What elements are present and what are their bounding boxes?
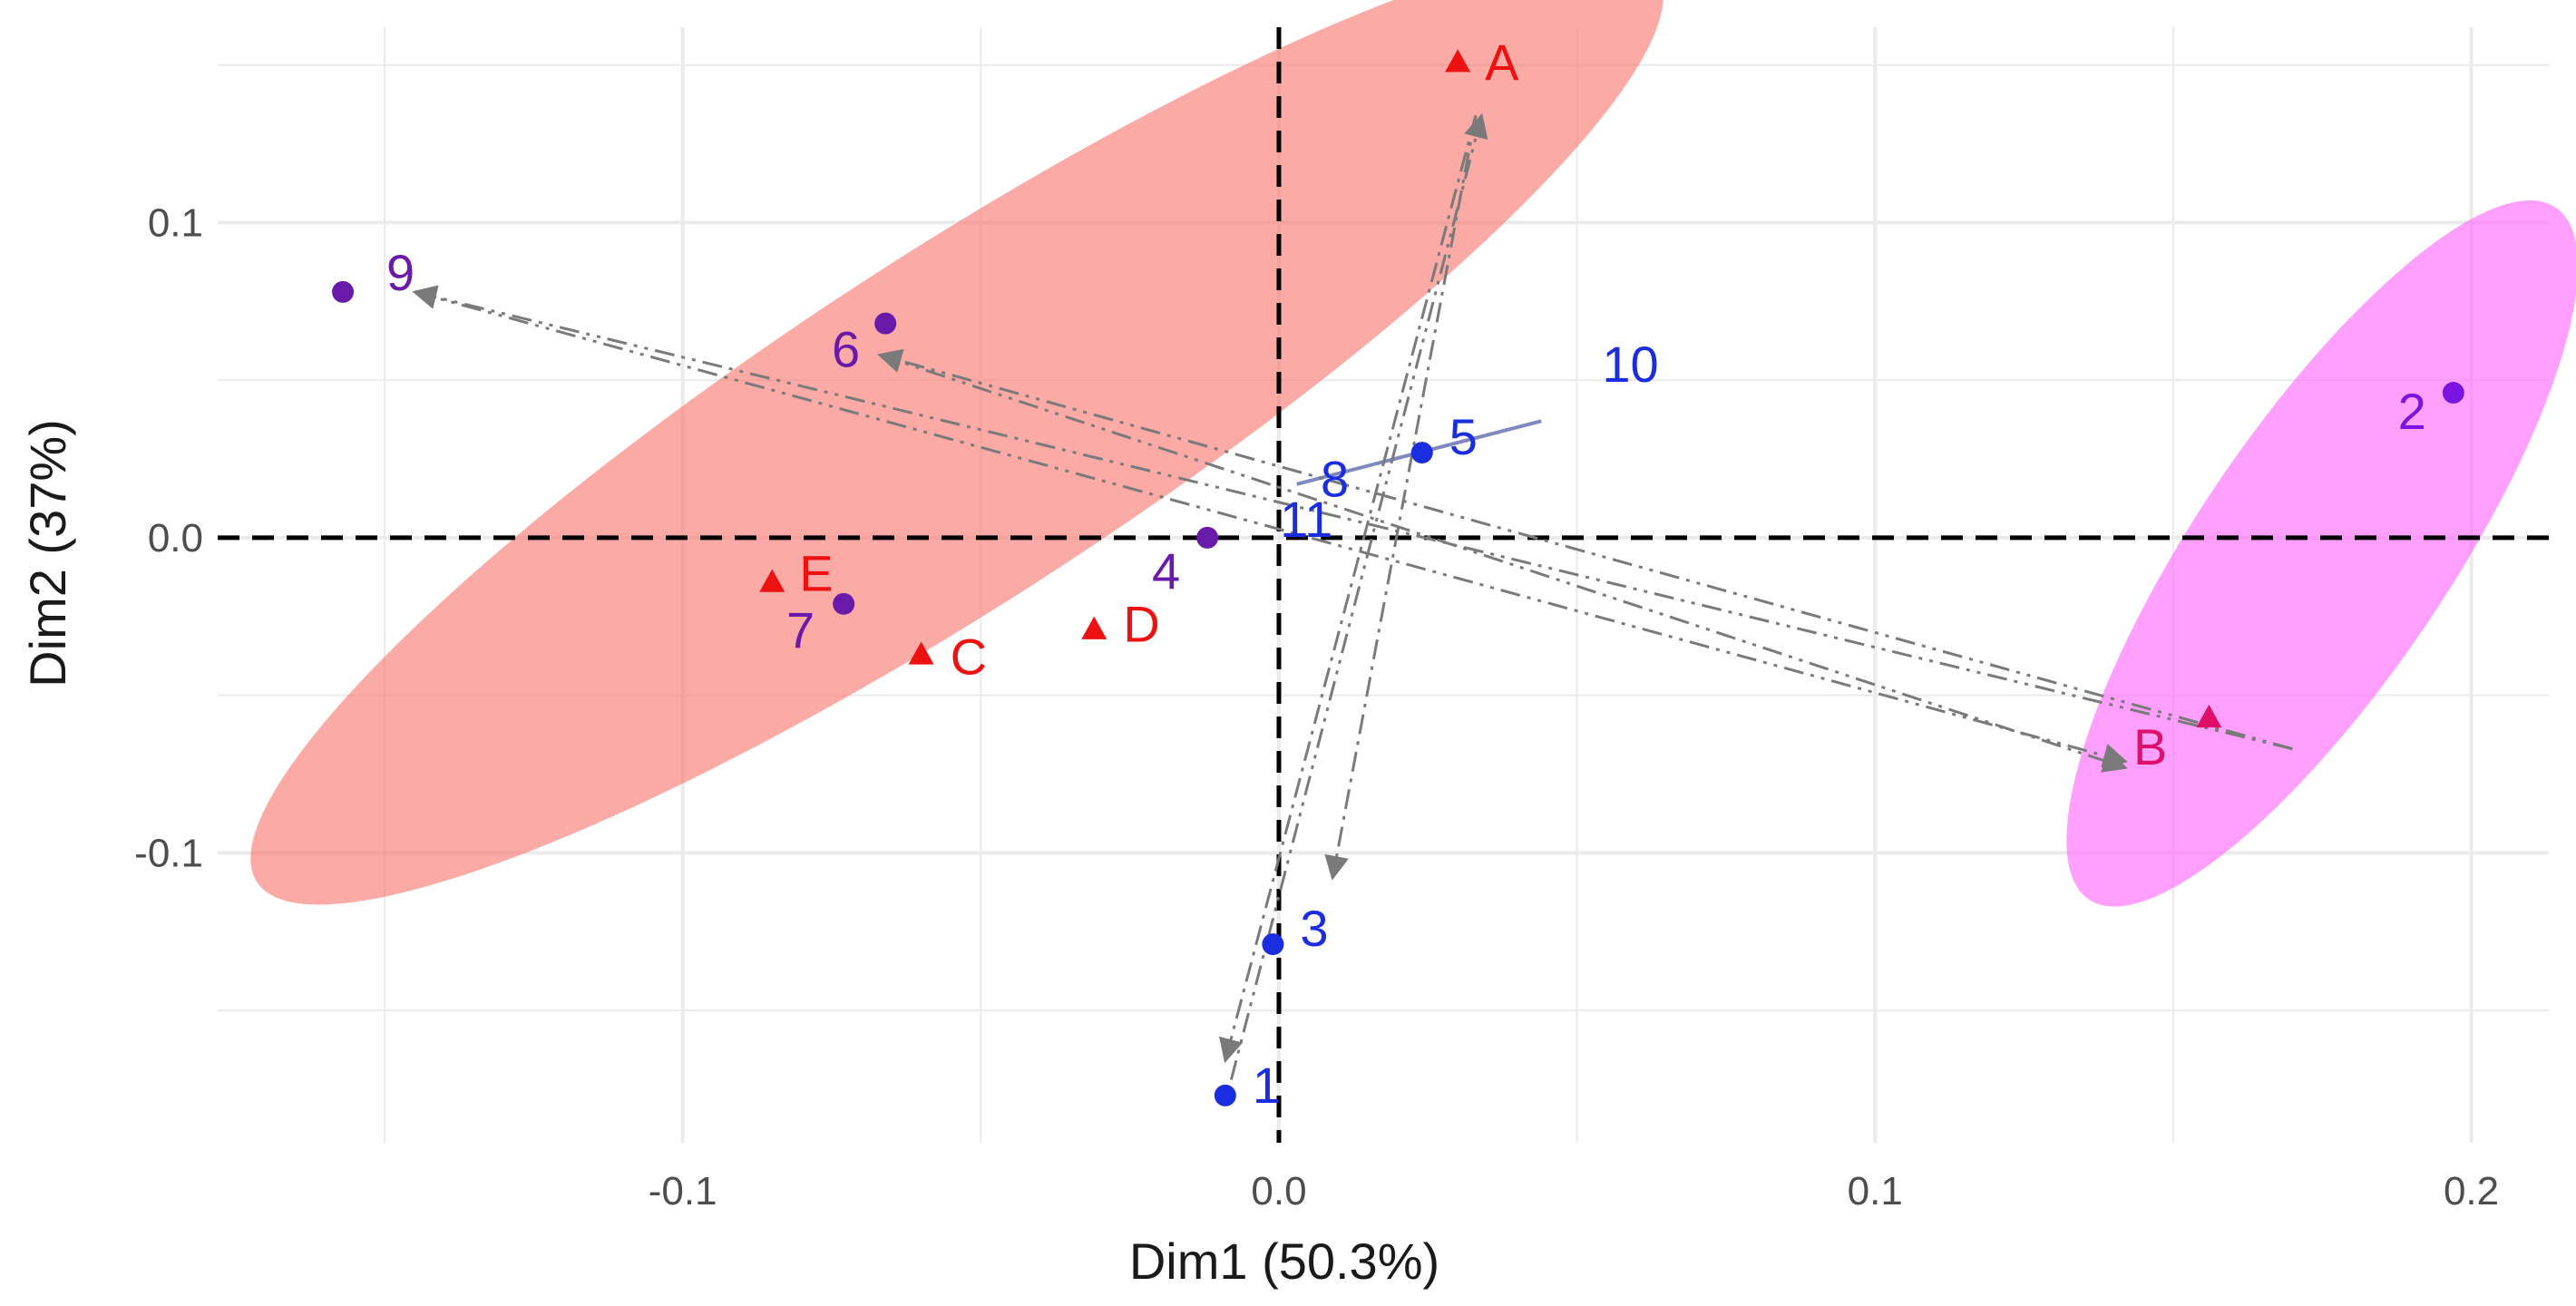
arrows xyxy=(412,112,2293,1080)
point-9 xyxy=(332,280,355,303)
arrow-to-B-1 xyxy=(414,290,2128,768)
triangle-B xyxy=(2196,704,2222,728)
label-11: 11 xyxy=(1280,491,1332,548)
triangle-E xyxy=(759,569,785,592)
x-tick-label: -0.1 xyxy=(649,1169,717,1213)
tick-labels: -0.1 0.0 0.1 0.2 -0.1 0.0 0.1 xyxy=(134,200,2499,1213)
label-6: 6 xyxy=(832,321,860,378)
arrow-to-9 xyxy=(412,285,2293,751)
label-5: 5 xyxy=(1449,408,1478,465)
arrow-to-A xyxy=(1229,112,1488,1080)
label-2: 2 xyxy=(2398,383,2426,440)
label-3: 3 xyxy=(1300,900,1328,957)
label-D: D xyxy=(1123,596,1159,653)
point-2 xyxy=(2442,382,2464,404)
label-8: 8 xyxy=(1321,450,1349,507)
label-C: C xyxy=(951,628,987,685)
triangle-A xyxy=(1445,49,1471,73)
label-E: E xyxy=(799,545,833,602)
label-10: 10 xyxy=(1602,336,1658,393)
y-tick-label: 0.0 xyxy=(148,516,203,560)
point-1 xyxy=(1214,1084,1236,1106)
label-9: 9 xyxy=(386,244,415,301)
label-A: A xyxy=(1485,34,1519,91)
ellipse-red xyxy=(250,0,1664,905)
confidence-ellipses xyxy=(250,0,2576,907)
label-B: B xyxy=(2133,718,2167,775)
point-4 xyxy=(1196,526,1219,549)
arrow-to-1 xyxy=(1218,114,1478,1064)
point-6 xyxy=(874,312,897,335)
point-7 xyxy=(833,592,855,615)
y-axis-title: Dim2 (37%) xyxy=(19,419,76,687)
x-tick-label: 0.2 xyxy=(2444,1169,2499,1213)
label-4: 4 xyxy=(1152,542,1180,599)
point-5 xyxy=(1410,442,1433,464)
y-tick-label: -0.1 xyxy=(134,831,203,875)
label-7: 7 xyxy=(786,601,815,658)
x-tick-label: 0.1 xyxy=(1848,1169,1903,1213)
y-tick-label: 0.1 xyxy=(148,200,203,245)
reference-lines xyxy=(218,27,2549,1143)
label-1: 1 xyxy=(1253,1057,1281,1114)
x-axis-title: Dim1 (50.3%) xyxy=(1129,1233,1439,1290)
point-labels: A B C D E 1 2 3 4 5 6 7 9 8 10 11 xyxy=(386,34,2426,1114)
triangle-D xyxy=(1081,616,1107,639)
triangle-C xyxy=(908,641,934,665)
point-3 xyxy=(1262,933,1284,956)
ellipse-magenta xyxy=(2066,200,2576,907)
x-tick-label: 0.0 xyxy=(1251,1169,1306,1213)
arrow-to-3 xyxy=(1324,115,1478,881)
arrow-to-6 xyxy=(876,348,2293,751)
points xyxy=(332,49,2464,1106)
arrow-to-B-2 xyxy=(879,353,2128,773)
